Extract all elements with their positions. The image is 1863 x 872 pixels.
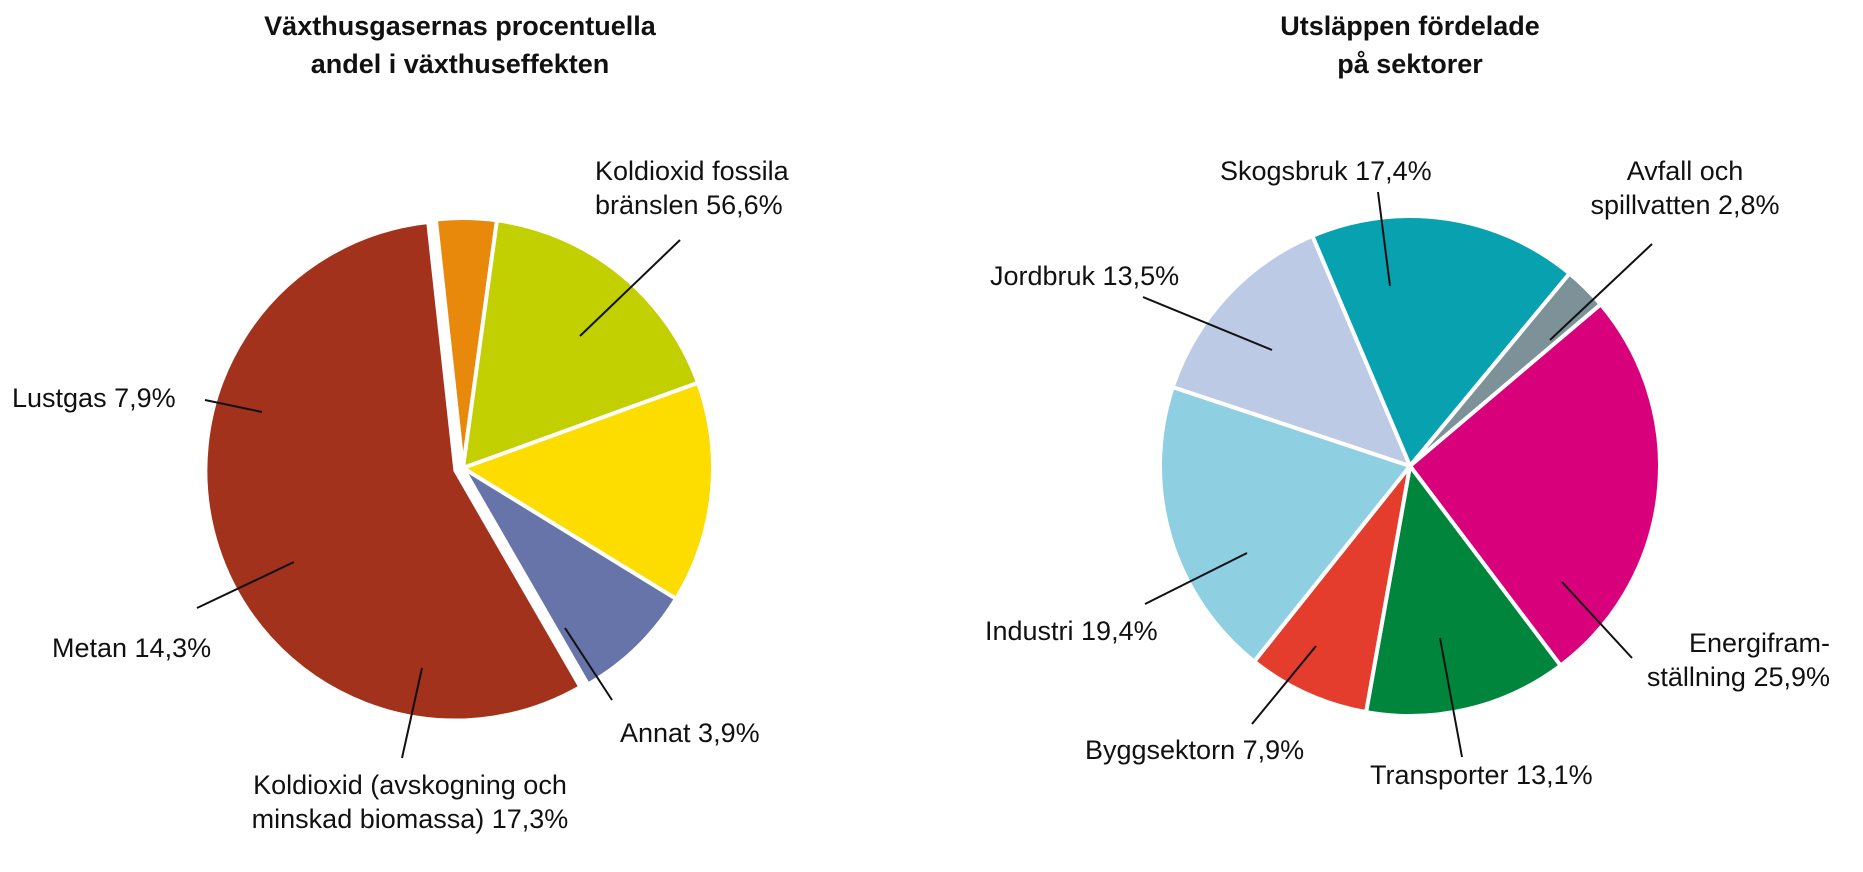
sector-emissions-pie-chart: Utsläppen fördelade på sektorer Skogsbruk … [985, 11, 1830, 790]
gas-leader-line-4 [204, 399, 263, 413]
sector-slices [1158, 214, 1662, 718]
sector-slice-5 [1158, 385, 1412, 664]
gas-leader-line-1 [564, 627, 613, 701]
gas-slice-label-4: Lustgas 7,9% [12, 383, 176, 413]
gas-slices [203, 216, 715, 723]
sector-leader-line-4 [1251, 645, 1317, 725]
sector-slice-0 [1310, 214, 1572, 468]
gas-leader-line-2 [401, 667, 423, 759]
sector-leader-line-1 [1549, 243, 1653, 341]
sector-chart-title: Utsläppen fördelade på sektorer [1280, 11, 1540, 79]
label-line: Annat 3,9% [620, 718, 760, 748]
title-line: Växthusgasernas procentuella [264, 11, 657, 41]
label-line: bränslen 56,6% [595, 190, 783, 220]
sector-slice-label-2: Energifram-ställning 25,9% [1647, 628, 1830, 692]
sector-slice-label-4: Byggsektorn 7,9% [1085, 735, 1304, 765]
gas-slice-0 [203, 219, 583, 723]
label-line: Koldioxid (avskogning och [253, 770, 567, 800]
sector-leader-line-5 [1144, 552, 1248, 605]
sector-slice-label-6: Jordbruk 13,5% [990, 261, 1179, 291]
label-line: Jordbruk 13,5% [990, 261, 1179, 291]
label-line: Koldioxid fossila [595, 156, 790, 186]
label-line: Avfall och [1627, 156, 1744, 186]
sector-leader-line-2 [1561, 581, 1633, 659]
label-line: Transporter 13,1% [1370, 760, 1593, 790]
gas-slice-3 [461, 380, 715, 601]
sector-slice-label-0: Skogsbruk 17,4% [1220, 156, 1432, 186]
gas-slice-4 [461, 466, 679, 687]
label-line: Metan 14,3% [52, 633, 211, 663]
sector-slice-4 [1252, 464, 1412, 715]
gas-chart-title: Växthusgasernas procentuella andel i växt… [264, 11, 657, 79]
label-line: ställning 25,9% [1647, 662, 1830, 692]
sector-leader-line-6 [1142, 296, 1273, 351]
label-line: Skogsbruk 17,4% [1220, 156, 1432, 186]
title-line: andel i växthuseffekten [311, 49, 610, 79]
label-line: Byggsektorn 7,9% [1085, 735, 1304, 765]
gas-slice-2 [461, 218, 701, 470]
sector-slice-label-1: Avfall och spillvatten 2,8% [1590, 156, 1779, 220]
greenhouse-gas-pie-chart: Växthusgasernas procentuella andel i växt… [12, 11, 790, 834]
sector-leader-line-3 [1439, 637, 1463, 758]
label-line: Energifram- [1689, 628, 1830, 658]
sector-slice-6 [1170, 233, 1412, 468]
label-line: Lustgas 7,9% [12, 383, 176, 413]
sector-leader-line-0 [1377, 191, 1391, 287]
sector-slice-2 [1408, 302, 1662, 668]
label-line: spillvatten 2,8% [1590, 190, 1779, 220]
gas-slice-label-2: Koldioxid (avskogning och minskad biomass… [252, 770, 569, 834]
gas-leader-line-0 [579, 239, 681, 337]
sector-slice-3 [1364, 464, 1563, 718]
gas-slice-label-1: Annat 3,9% [620, 718, 760, 748]
sector-slice-label-3: Transporter 13,1% [1370, 760, 1593, 790]
title-line: Utsläppen fördelade [1280, 11, 1540, 41]
gas-slice-label-3: Metan 14,3% [52, 633, 211, 663]
gas-leader-line-3 [196, 561, 295, 609]
title-line: på sektorer [1337, 49, 1483, 79]
label-line: minskad biomassa) 17,3% [252, 804, 569, 834]
gas-slice-label-0: Koldioxid fossila bränslen 56,6% [595, 156, 790, 220]
sector-slice-label-5: Industri 19,4% [985, 616, 1158, 646]
label-line: Industri 19,4% [985, 616, 1158, 646]
